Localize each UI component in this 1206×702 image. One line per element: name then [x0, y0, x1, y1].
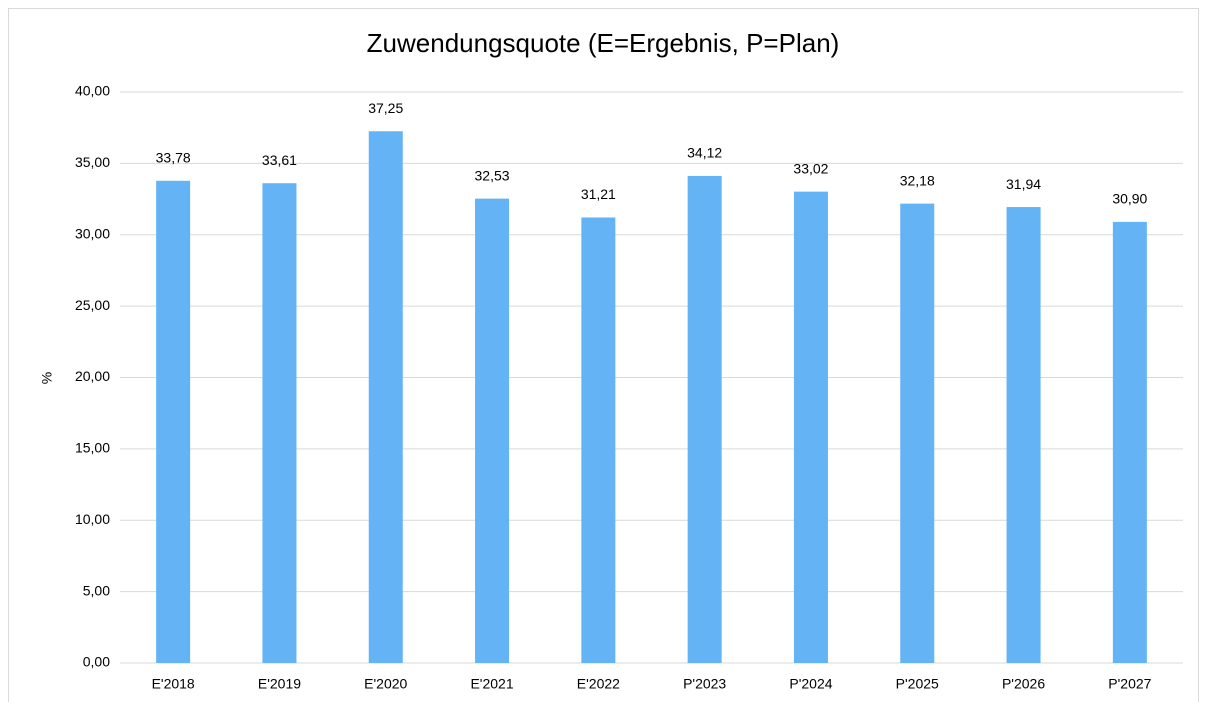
- x-tick-label: E'2021: [470, 676, 513, 692]
- data-label: 30,90: [1112, 191, 1147, 207]
- x-tick-label: E'2018: [152, 676, 195, 692]
- y-tick-label: 35,00: [75, 154, 110, 170]
- data-label: 31,94: [1006, 176, 1041, 192]
- bar: [475, 198, 510, 663]
- data-label: 32,53: [475, 167, 510, 183]
- bar: [368, 131, 403, 664]
- y-tick-label: 40,00: [75, 83, 110, 99]
- data-label: 32,18: [900, 172, 935, 188]
- x-tick-label: E'2019: [258, 676, 301, 692]
- data-label: 33,61: [262, 152, 297, 168]
- bar: [793, 191, 828, 663]
- x-tick-label: P'2024: [789, 676, 832, 692]
- data-label: 37,25: [368, 100, 403, 116]
- bar: [687, 175, 722, 663]
- bar: [1006, 207, 1041, 663]
- x-tick-label: P'2025: [896, 676, 939, 692]
- x-tick-label: E'2020: [364, 676, 407, 692]
- bar: [1112, 221, 1147, 663]
- y-tick-label: 25,00: [75, 297, 110, 313]
- x-tick-label: P'2026: [1002, 676, 1045, 692]
- x-tick-label: P'2023: [683, 676, 726, 692]
- data-label: 31,21: [581, 186, 616, 202]
- y-tick-label: 10,00: [75, 511, 110, 527]
- y-axis-label: %: [39, 372, 55, 384]
- chart-title: Zuwendungsquote (E=Ergebnis, P=Plan): [367, 28, 840, 58]
- bar: [581, 217, 616, 664]
- y-tick-label: 20,00: [75, 368, 110, 384]
- x-tick-label: P'2027: [1108, 676, 1151, 692]
- y-tick-label: 0,00: [83, 654, 110, 670]
- x-tick-label: E'2022: [577, 676, 620, 692]
- y-tick-label: 15,00: [75, 440, 110, 456]
- bar: [900, 203, 935, 663]
- y-tick-label: 5,00: [83, 582, 110, 598]
- data-label: 33,78: [156, 149, 191, 165]
- data-label: 33,02: [793, 160, 828, 176]
- y-tick-label: 30,00: [75, 225, 110, 241]
- data-label: 34,12: [687, 145, 722, 161]
- bar: [156, 180, 191, 663]
- bar: [262, 183, 297, 663]
- chart-frame: [8, 8, 1199, 702]
